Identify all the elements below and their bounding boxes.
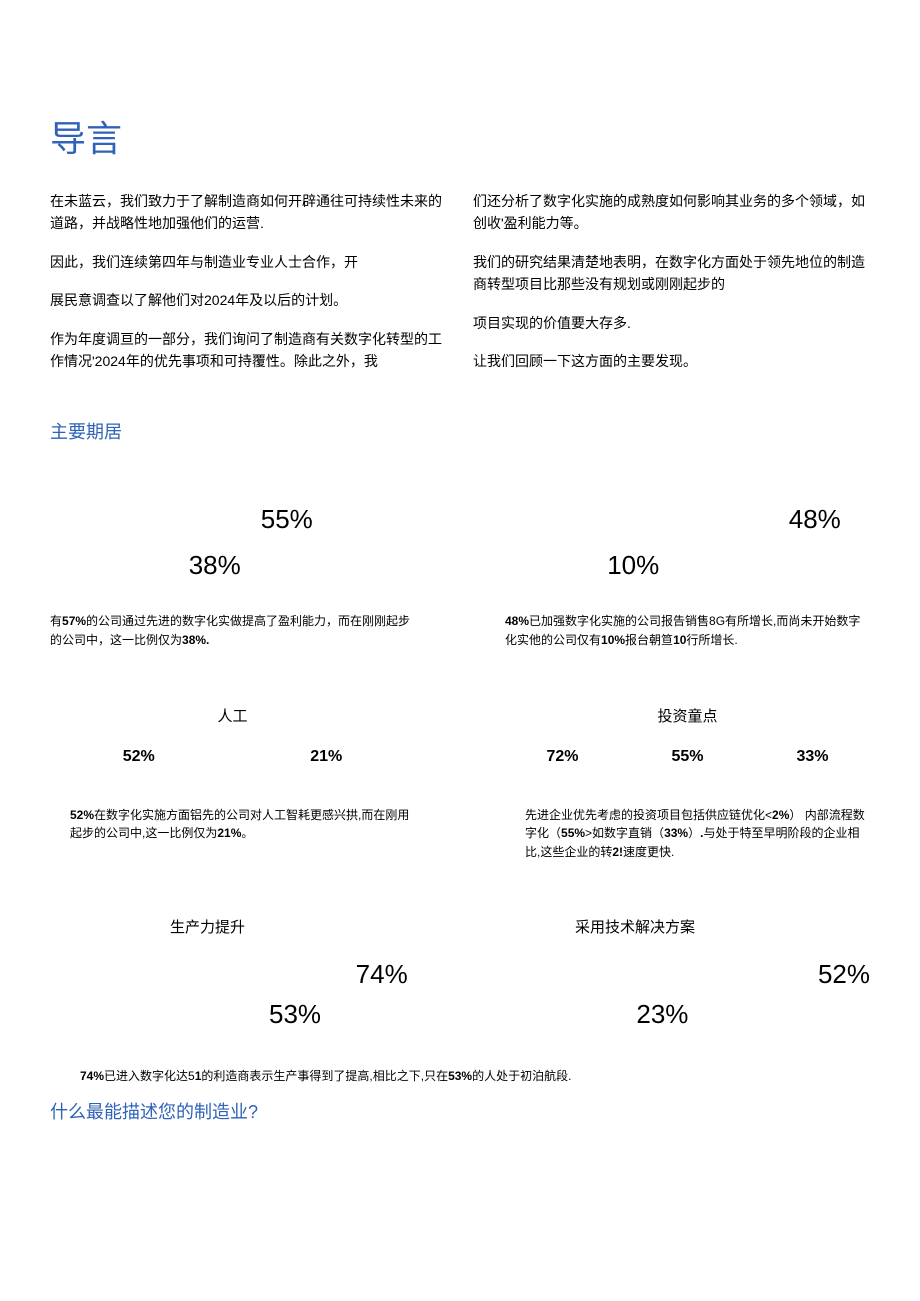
stat-block-ai: 人工 52% 21% 52%在数字化实施方面铝先的公司对人工智耗更感兴拱,而在刚… <box>50 705 415 862</box>
stat-num-53: 53% <box>269 999 321 1030</box>
intro-col-right: 们还分析了数字化实施的成熟度如何影响其业务的多个领域，如创收'盈利能力等。 我们… <box>473 190 870 388</box>
stats-row-3: 生产力提升 74% 53% 采用技术解决方案 52% 23% <box>50 916 870 1057</box>
stat-num-55: 55% <box>261 504 313 535</box>
stat-block-tech: 采用技术解决方案 52% 23% <box>505 916 870 1057</box>
stat-desc-4: 先进企业优先考虑的投资项目包括供应链优化<2%） 内部流程数字化（55%>如数字… <box>505 806 870 862</box>
stat-num-55b: 55% <box>671 748 703 766</box>
intro-left-p4: 作为年度调亘的一部分，我们询问了制造商有关数字化转型的工作情况'2024年的优先… <box>50 328 447 373</box>
stat-header-productivity: 生产力提升 <box>50 916 415 937</box>
stat-numbers-2: 48% 10% <box>505 504 870 584</box>
stat-desc-bottom: 74%已进入数字化达51的利造商表示生产事得到了提高,相比之下,只在53%的人处… <box>50 1067 870 1086</box>
stat-numbers-4: 72% 55% 33% <box>505 748 870 766</box>
intro-left-p2: 因此，我们连续第四年与制造业专业人士合作，开 <box>50 251 447 273</box>
intro-col-left: 在未蓝云，我们致力于了解制造商如何开辟通往可持续性未来的道路，并战略性地加强他们… <box>50 190 447 388</box>
stat-num-52: 52% <box>123 748 155 766</box>
intro-right-p1: 们还分析了数字化实施的成熟度如何影响其业务的多个领域，如创收'盈利能力等。 <box>473 190 870 235</box>
intro-right-p2: 我们的研究结果清楚地表明，在数字化方面处于领先地位的制造商转型项目比那些没有规划… <box>473 251 870 296</box>
stat-num-33: 33% <box>796 748 828 766</box>
stats-grid: 55% 38% 有57%的公司通过先进的数字化实做提高了盈利能力，而在刚刚起步的… <box>50 504 870 1092</box>
intro-right-p3: 项目实现的价值要大存多. <box>473 312 870 334</box>
stat-desc-2: 48%已加强数字化实施的公司报告销售8G有所增长,而尚未开始数字化实他的公司仅有… <box>505 612 870 649</box>
stats-row-1: 55% 38% 有57%的公司通过先进的数字化实做提高了盈利能力，而在刚刚起步的… <box>50 504 870 649</box>
stat-header-ai: 人工 <box>50 705 415 726</box>
stat-numbers-6: 52% 23% <box>505 959 870 1029</box>
stat-num-23: 23% <box>636 999 688 1030</box>
stat-num-48: 48% <box>789 504 841 535</box>
intro-left-p1: 在未蓝云，我们致力于了解制造商如何开辟通往可持续性未来的道路，并战略性地加强他们… <box>50 190 447 235</box>
stat-header-tech: 采用技术解决方案 <box>505 916 870 937</box>
stats-row-2: 人工 52% 21% 52%在数字化实施方面铝先的公司对人工智耗更感兴拱,而在刚… <box>50 705 870 862</box>
intro-right-p4: 让我们回顾一下这方面的主要发现。 <box>473 350 870 372</box>
stat-numbers-3: 52% 21% <box>50 748 415 766</box>
stat-block-productivity: 生产力提升 74% 53% <box>50 916 415 1057</box>
stat-num-38: 38% <box>189 550 241 581</box>
question-heading: 什么最能描述您的制造业? <box>50 1098 870 1124</box>
stat-numbers-5: 74% 53% <box>50 959 415 1029</box>
intro-columns: 在未蓝云，我们致力于了解制造商如何开辟通往可持续性未来的道路，并战略性地加强他们… <box>50 190 870 388</box>
stat-num-74: 74% <box>356 959 408 990</box>
stat-desc-1: 有57%的公司通过先进的数字化实做提高了盈利能力，而在刚刚起步的公司中，这一比例… <box>50 612 415 649</box>
stat-numbers-1: 55% 38% <box>50 504 415 584</box>
section-heading-key-findings: 主要期居 <box>50 418 870 444</box>
stat-block-profitability: 55% 38% 有57%的公司通过先进的数字化实做提高了盈利能力，而在刚刚起步的… <box>50 504 415 649</box>
stat-num-10: 10% <box>607 550 659 581</box>
stat-num-52b: 52% <box>818 959 870 990</box>
stat-block-investment: 投资童点 72% 55% 33% 先进企业优先考虑的投资项目包括供应链优化<2%… <box>505 705 870 862</box>
stat-header-investment: 投资童点 <box>505 705 870 726</box>
stat-num-72: 72% <box>546 748 578 766</box>
stat-block-sales: 48% 10% 48%已加强数字化实施的公司报告销售8G有所增长,而尚未开始数字… <box>505 504 870 649</box>
stat-num-21: 21% <box>310 748 342 766</box>
intro-left-p3: 展民意调查以了解他们对2024年及以后的计划。 <box>50 289 447 311</box>
page-title: 导言 <box>50 110 870 162</box>
stat-desc-3: 52%在数字化实施方面铝先的公司对人工智耗更感兴拱,而在刚用起步的公司中,这一比… <box>50 806 415 843</box>
